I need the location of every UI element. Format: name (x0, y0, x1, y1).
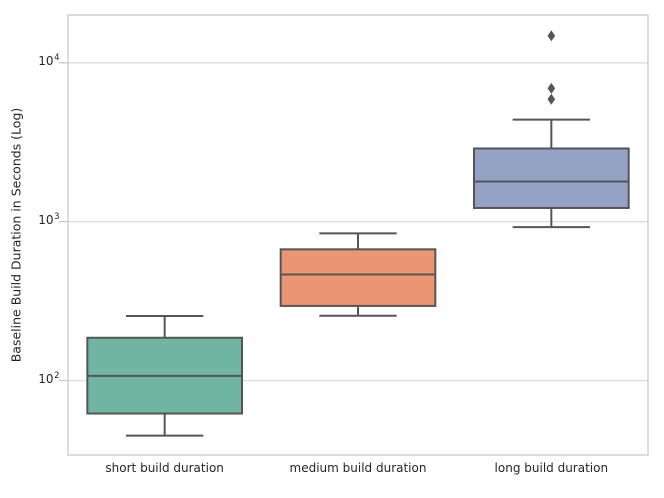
outlier-point-long-build-duration (547, 82, 556, 94)
x-tick-label-short: short build duration (105, 461, 224, 475)
x-tick-label-medium: medium build duration (289, 461, 427, 475)
box-long-build-duration (473, 147, 630, 209)
outlier-point-long-build-duration (547, 93, 556, 105)
axes-border (67, 14, 649, 456)
box-medium-build-duration (279, 248, 437, 307)
x-tick-label-long: long build duration (494, 461, 609, 475)
x-tick-labels: short build duration medium build durati… (68, 461, 648, 475)
outlier-point-long-build-duration (547, 30, 556, 42)
